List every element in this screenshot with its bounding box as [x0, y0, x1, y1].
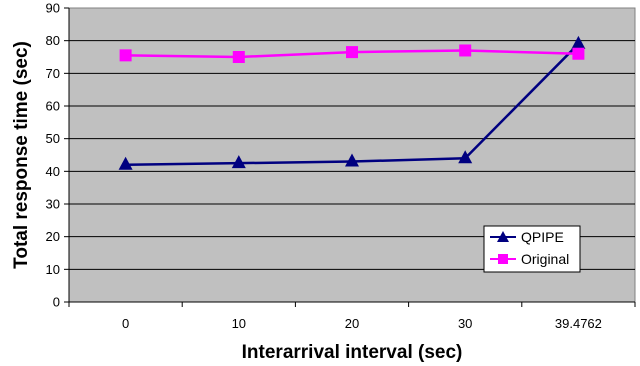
- y-tick-label: 30: [46, 197, 60, 212]
- legend-qpipe-label: QPIPE: [521, 229, 564, 245]
- legend-original-marker: [498, 254, 508, 264]
- data-point-original: [119, 49, 132, 62]
- data-point-qpipe: [571, 35, 586, 49]
- x-axis-ticks: 0 10 20 30 39.4762: [68, 302, 636, 331]
- y-tick-label: 20: [46, 229, 60, 244]
- x-tick-label: 30: [458, 316, 472, 331]
- y-axis-ticks: 0 10 20 30 40 50 60 70 80 90: [46, 1, 69, 310]
- data-point-qpipe: [458, 150, 473, 164]
- data-point-qpipe: [231, 155, 246, 169]
- data-point-original: [232, 51, 245, 63]
- y-tick-label: 10: [46, 262, 60, 277]
- legend-box: [483, 225, 581, 273]
- y-tick-label: 50: [46, 131, 60, 146]
- legend: QPIPE Original: [483, 225, 581, 273]
- legend-qpipe-marker: [497, 231, 509, 242]
- x-tick-label: 10: [232, 316, 246, 331]
- y-tick-label: 90: [46, 1, 60, 16]
- y-tick-label: 40: [46, 164, 60, 179]
- data-point-original: [572, 47, 585, 60]
- legend-original-label: Original: [521, 251, 569, 267]
- series-layer: [118, 35, 586, 170]
- data-point-qpipe: [118, 156, 133, 170]
- x-tick-label: 39.4762: [555, 316, 602, 331]
- y-tick-label: 70: [46, 66, 60, 81]
- y-tick-label: 0: [53, 295, 60, 310]
- data-point-original: [346, 46, 358, 59]
- x-axis-title: Interarrival interval (sec): [242, 342, 463, 363]
- x-tick-label: 0: [122, 316, 129, 331]
- data-point-original: [459, 44, 472, 57]
- y-axis-title: Total response time (sec): [11, 41, 32, 269]
- y-tick-label: 80: [46, 33, 60, 48]
- x-tick-label: 20: [345, 316, 359, 331]
- data-point-qpipe: [345, 153, 359, 167]
- y-tick-label: 60: [46, 99, 60, 114]
